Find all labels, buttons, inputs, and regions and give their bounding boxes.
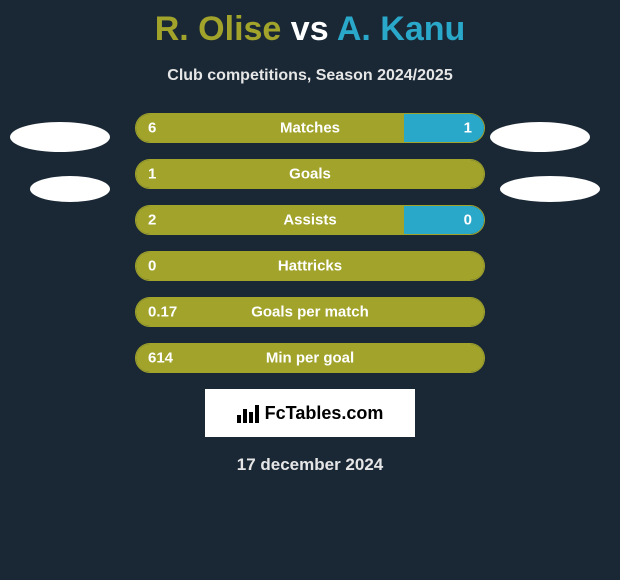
player2-value: 1 xyxy=(464,120,472,137)
stat-row: 614 Min per goal xyxy=(135,343,485,373)
player1-value: 2 xyxy=(148,212,156,229)
snapshot-date: 17 december 2024 xyxy=(0,455,620,475)
stat-label: Hattricks xyxy=(278,258,342,275)
stat-label: Matches xyxy=(280,120,340,137)
player1-name: R. Olise xyxy=(155,10,282,48)
player1-value: 0.17 xyxy=(148,304,177,321)
stat-row: 2 0 Assists xyxy=(135,205,485,235)
chart-icon xyxy=(237,403,261,423)
player1-bar-segment xyxy=(136,206,404,234)
stat-row: 1 Goals xyxy=(135,159,485,189)
crest-placeholder xyxy=(10,122,110,152)
stat-row: 6 1 Matches xyxy=(135,113,485,143)
player1-value: 614 xyxy=(148,350,173,367)
comparison-title: R. Olise vs A. Kanu xyxy=(0,0,620,49)
player1-value: 0 xyxy=(148,258,156,275)
logo-text: FcTables.com xyxy=(265,403,384,424)
player1-value: 1 xyxy=(148,166,156,183)
stat-label: Min per goal xyxy=(266,350,354,367)
fctables-logo: FcTables.com xyxy=(205,389,415,437)
crest-placeholder xyxy=(30,176,110,202)
player2-value: 0 xyxy=(464,212,472,229)
crest-placeholder xyxy=(490,122,590,152)
player2-name: A. Kanu xyxy=(337,10,465,48)
player1-value: 6 xyxy=(148,120,156,137)
vs-text: vs xyxy=(291,10,329,48)
stat-label: Goals per match xyxy=(251,304,369,321)
stat-row: 0.17 Goals per match xyxy=(135,297,485,327)
subtitle: Club competitions, Season 2024/2025 xyxy=(0,67,620,85)
player1-bar-segment xyxy=(136,114,404,142)
stat-label: Goals xyxy=(289,166,331,183)
stats-container: 6 1 Matches 1 Goals 2 0 Assists 0 Hattricks 0.17 Go… xyxy=(135,113,485,373)
stat-label: Assists xyxy=(283,212,336,229)
stat-row: 0 Hattricks xyxy=(135,251,485,281)
logo-suffix: Tables.com xyxy=(286,403,384,423)
crest-placeholder xyxy=(500,176,600,202)
logo-prefix: Fc xyxy=(265,403,286,423)
